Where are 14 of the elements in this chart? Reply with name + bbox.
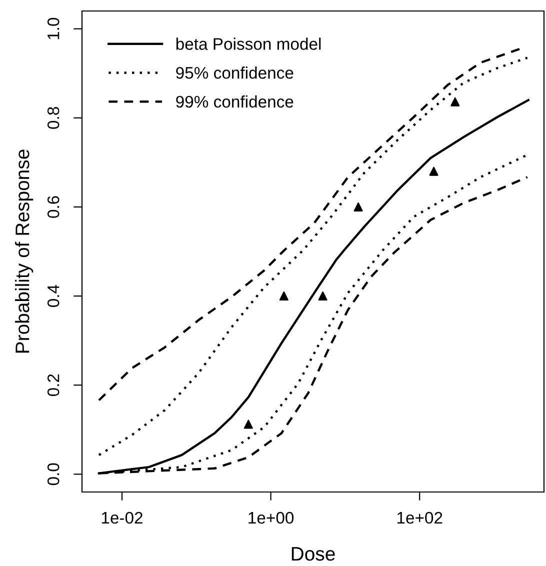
y-tick-label: 0.0 bbox=[47, 463, 60, 486]
legend-label: 95% confidence bbox=[176, 66, 294, 79]
x-tick-label: 1e-02 bbox=[102, 512, 142, 524]
y-tick-label: 0.6 bbox=[47, 196, 60, 218]
y-tick-label: 0.4 bbox=[47, 284, 60, 307]
x-tick-label: 1e+02 bbox=[397, 512, 442, 524]
y-tick-label: 0.8 bbox=[47, 107, 60, 129]
legend-label: beta Poisson model bbox=[176, 38, 321, 50]
legend-label: 99% confidence bbox=[176, 95, 294, 108]
x-axis-title: Dose bbox=[292, 547, 335, 561]
y-axis-title: Probability of Response bbox=[15, 150, 34, 353]
y-tick-label: 1.0 bbox=[47, 18, 60, 40]
y-tick-label: 0.2 bbox=[47, 374, 60, 396]
x-tick-label: 1e+00 bbox=[248, 512, 294, 524]
